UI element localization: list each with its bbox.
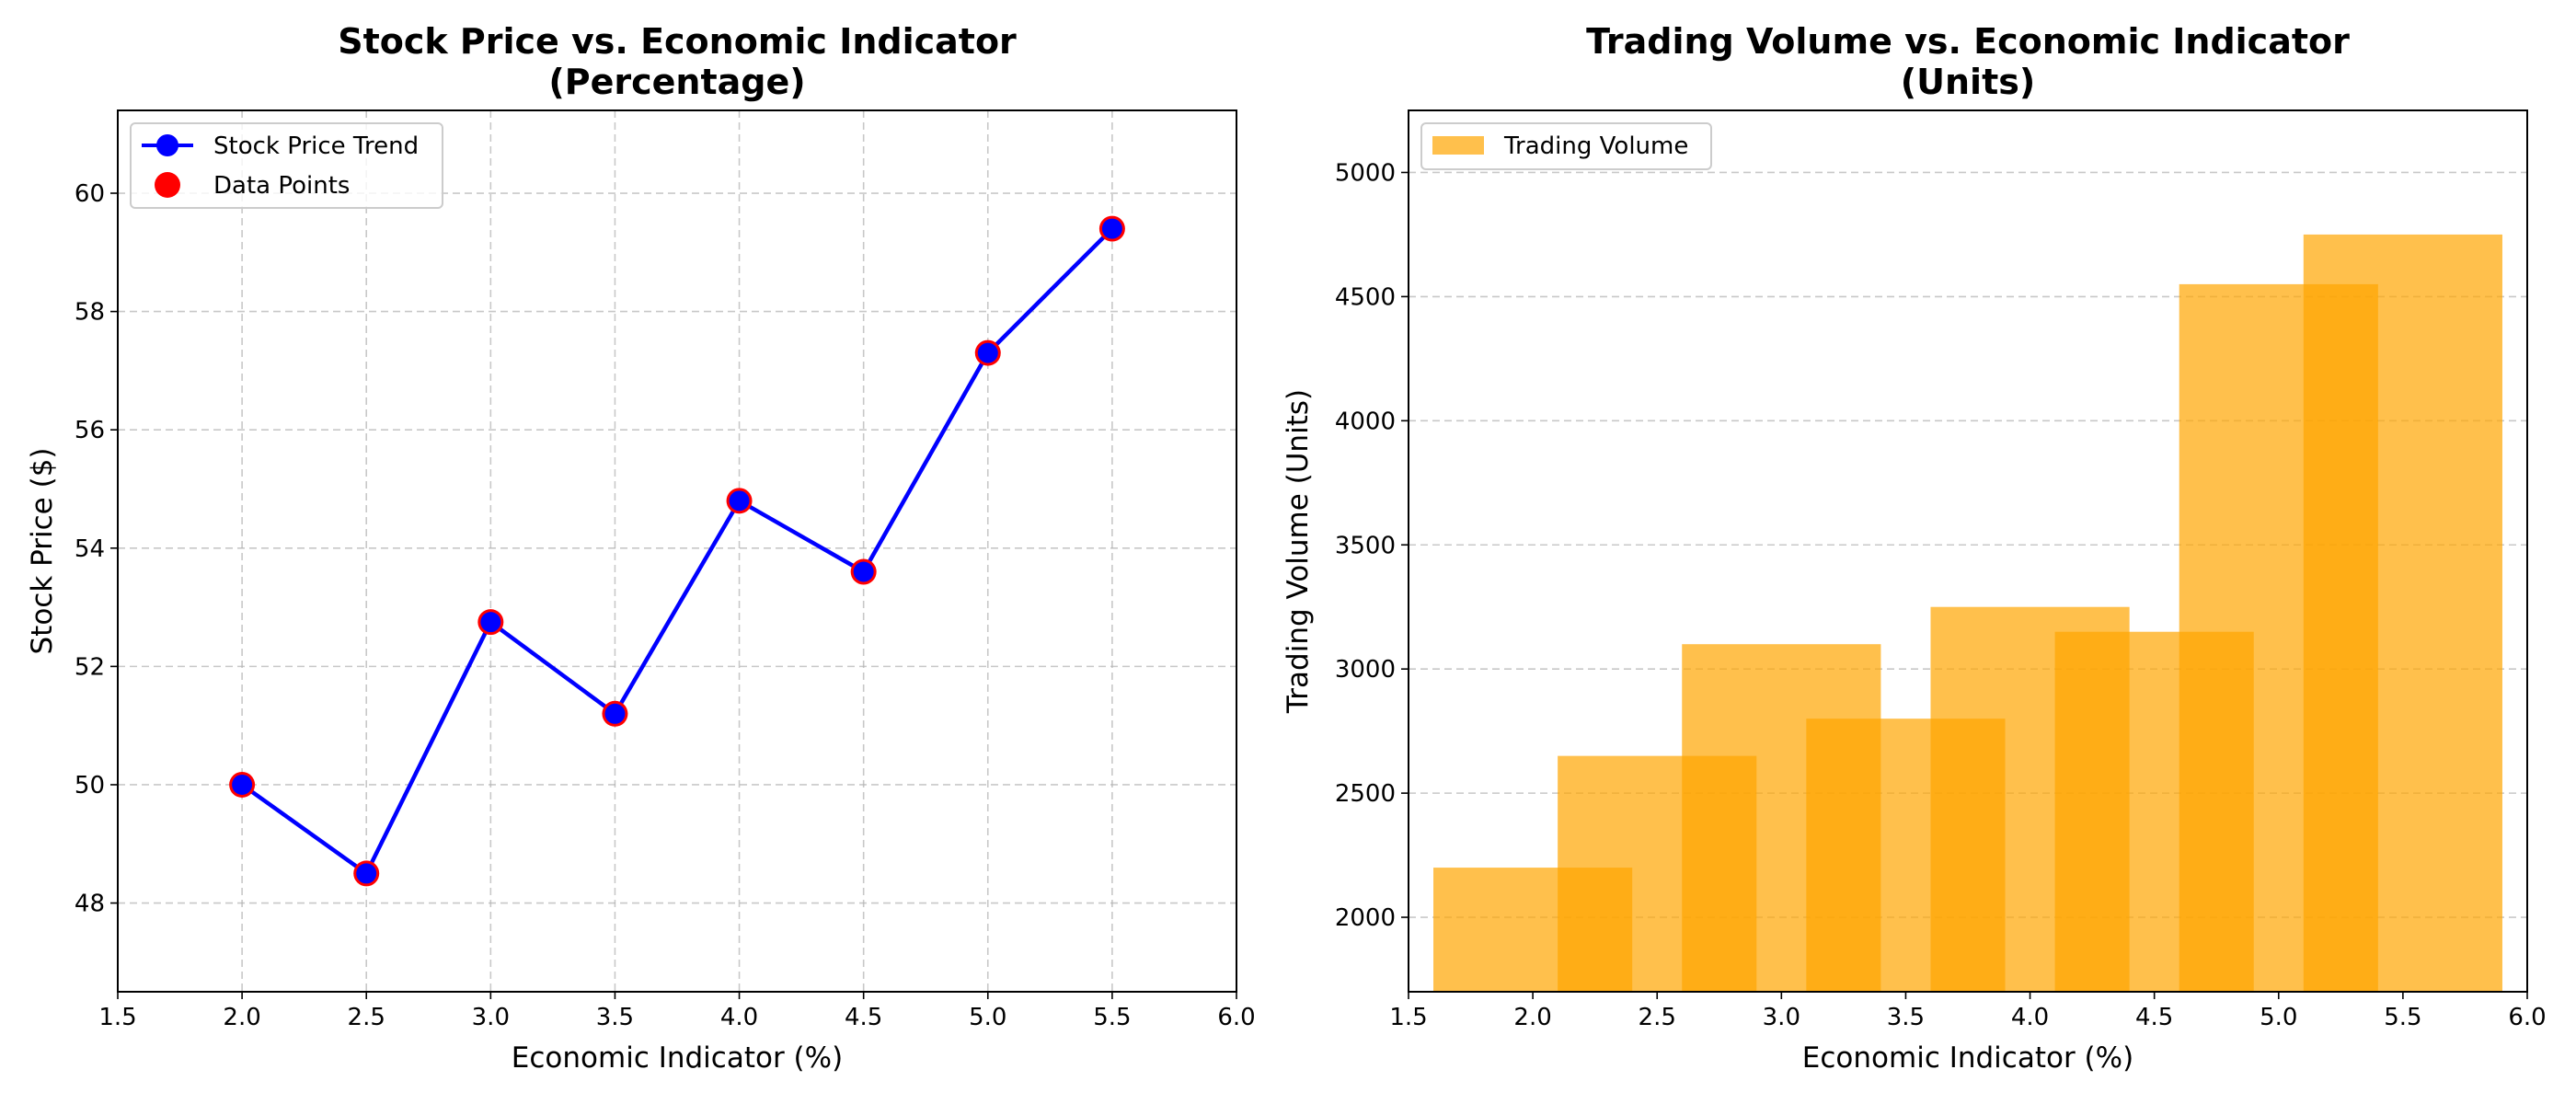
legend-line-marker-swatch (156, 134, 178, 156)
x-tick-label: 4.5 (845, 1004, 882, 1031)
y-tick-label: 52 (75, 653, 105, 681)
y-tick-label: 50 (75, 772, 105, 799)
y-tick-label: 4500 (1335, 283, 1396, 311)
x-tick-label: 2.0 (1513, 1004, 1551, 1031)
x-tick-label: 3.0 (472, 1004, 510, 1031)
data-point-marker (977, 342, 998, 363)
stock-chart-title-line2: (Percentage) (548, 62, 805, 102)
stock-chart-axes-frame (117, 109, 1237, 993)
volume-chart-legend: Trading Volume (1420, 122, 1712, 170)
legend-label-data-points: Data Points (213, 172, 350, 200)
data-point-marker (356, 863, 377, 884)
volume-chart-x-axis-label: Economic Indicator (%) (1802, 1041, 2133, 1075)
stock-chart-legend-box (130, 122, 443, 209)
x-tick-label: 6.0 (2508, 1004, 2546, 1031)
volume-chart-y-ticks: 2000 2500 3000 3500 4000 4500 5000 (1335, 159, 1409, 932)
stock-chart-x-ticks: 1.5 2.0 2.5 3.0 3.5 4.0 4.5 5.0 5.5 6.0 (98, 992, 1256, 1031)
volume-chart-title-line2: (Units) (1901, 62, 2035, 102)
y-tick-label: 3500 (1335, 532, 1396, 559)
trading-volume-bar (2303, 234, 2502, 993)
stock-chart-x-axis-label: Economic Indicator (%) (512, 1041, 843, 1075)
data-point-marker (480, 612, 501, 633)
data-point-marker (853, 561, 874, 582)
y-tick-label: 48 (75, 891, 105, 918)
x-tick-label: 3.5 (596, 1004, 634, 1031)
y-tick-label: 54 (75, 535, 105, 563)
x-tick-label: 5.0 (969, 1004, 1006, 1031)
x-tick-label: 2.5 (348, 1004, 385, 1031)
x-tick-label: 1.5 (98, 1004, 136, 1031)
x-tick-label: 3.5 (1887, 1004, 1925, 1031)
stock-chart-y-ticks: 48 50 52 54 56 58 60 (75, 180, 118, 918)
y-tick-label: 58 (75, 299, 105, 327)
volume-chart-legend-box (1420, 122, 1712, 170)
legend-bar-swatch (1432, 136, 1484, 155)
y-tick-label: 56 (75, 417, 105, 444)
data-point-marker (1101, 218, 1122, 239)
stock-chart-legend: Stock Price Trend Data Points (130, 122, 443, 209)
data-point-marker (729, 490, 750, 512)
x-tick-label: 4.0 (2011, 1004, 2049, 1031)
trading-volume-chart: Trading Volume vs. Economic Indicator (U… (1282, 21, 2547, 1075)
x-tick-label: 6.0 (1217, 1004, 1255, 1031)
y-tick-label: 3000 (1335, 656, 1396, 684)
x-tick-label: 5.0 (2260, 1004, 2297, 1031)
x-tick-label: 5.5 (1093, 1004, 1131, 1031)
y-tick-label: 4000 (1335, 408, 1396, 435)
stock-chart-y-axis-label: Stock Price ($) (26, 447, 59, 654)
y-tick-label: 5000 (1335, 159, 1396, 187)
x-tick-label: 4.5 (2135, 1004, 2173, 1031)
stock-chart-title-line1: Stock Price vs. Economic Indicator (338, 21, 1017, 62)
x-tick-label: 2.0 (223, 1004, 260, 1031)
volume-chart-y-axis-label: Trading Volume (Units) (1282, 389, 1315, 714)
stock-price-chart: Stock Price vs. Economic Indicator (Perc… (26, 21, 1256, 1075)
x-tick-label: 1.5 (1389, 1004, 1427, 1031)
volume-chart-x-ticks: 1.5 2.0 2.5 3.0 3.5 4.0 4.5 5.0 5.5 6.0 (1389, 992, 2547, 1031)
x-tick-label: 4.0 (720, 1004, 758, 1031)
legend-label-trading-volume: Trading Volume (1503, 132, 1688, 160)
x-tick-label: 5.5 (2384, 1004, 2421, 1031)
volume-chart-title-line1: Trading Volume vs. Economic Indicator (1586, 21, 2350, 62)
y-tick-label: 2000 (1335, 904, 1396, 932)
data-point-marker (232, 774, 253, 795)
legend-label-stock-price-trend: Stock Price Trend (213, 132, 419, 160)
x-tick-label: 3.0 (1763, 1004, 1800, 1031)
volume-chart-plot-area (1433, 234, 2502, 993)
data-point-marker (604, 703, 626, 724)
stock-price-trend-line (240, 226, 1114, 876)
x-tick-label: 2.5 (1639, 1004, 1676, 1031)
volume-chart-axes-frame (1408, 109, 2528, 993)
legend-scatter-swatch (155, 172, 180, 198)
y-tick-label: 60 (75, 180, 105, 208)
y-tick-label: 2500 (1335, 780, 1396, 808)
stock-chart-plot-area (229, 215, 1125, 887)
